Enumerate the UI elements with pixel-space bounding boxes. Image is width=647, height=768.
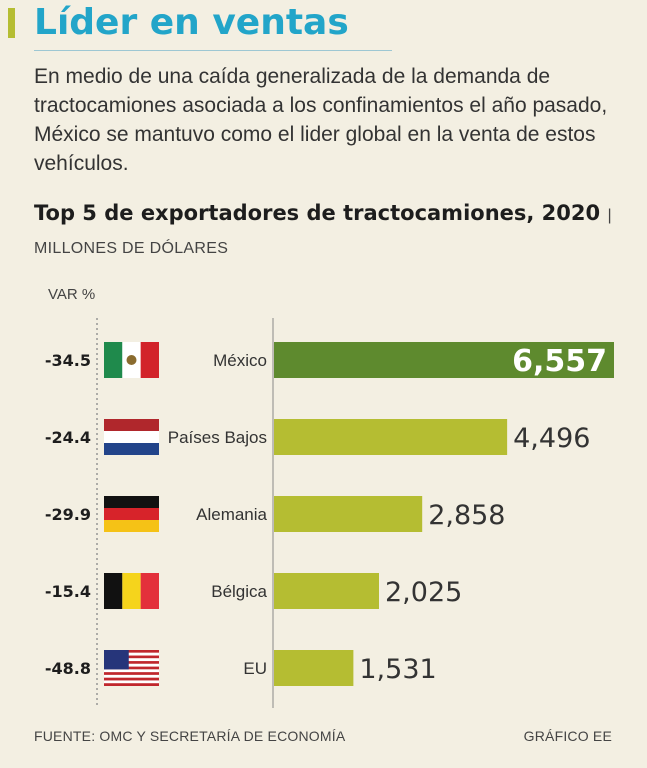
bar [274,342,614,378]
netherlands-flag-icon [104,419,159,455]
intro-paragraph: En medio de una caída generalizada de la… [34,65,608,175]
belgium-flag-icon [104,573,159,609]
germany-flag-icon [104,496,159,532]
var-pct-label: -24.4 [45,428,91,447]
category-label: Alemania [196,505,267,524]
var-pct-label: -48.8 [45,659,91,678]
title-divider [34,50,392,51]
data-label: 6,557 [512,344,607,379]
chart-unit-label: MILLONES DE DÓLARES [34,240,229,257]
chart-unit-separator: | [607,207,612,224]
chart-title: Top 5 de exportadores de tractocamiones,… [34,198,634,264]
chart-title-text: Top 5 de exportadores de tractocamiones,… [34,201,601,225]
source-note: FUENTE: OMC Y SECRETARÍA DE ECONOMÍA [34,728,346,744]
var-pct-label: -34.5 [45,351,91,370]
page-title: Líder en ventas [34,2,349,43]
category-label: México [213,351,267,370]
bar [274,650,354,686]
mexico-flag-icon [104,342,159,378]
data-label: 2,858 [428,500,505,531]
data-label: 4,496 [513,423,590,454]
graphic-credit: GRÁFICO EE [523,728,612,744]
data-label: 1,531 [359,654,436,685]
bar [274,419,508,455]
title-accent-bar [8,8,15,38]
bar [274,496,423,532]
category-label: Bélgica [211,582,267,601]
bar [274,573,380,609]
var-header: VAR % [48,286,96,303]
category-label: EU [243,659,267,678]
var-pct-label: -15.4 [45,582,91,601]
category-label: Países Bajos [168,428,267,447]
usa-flag-icon [104,650,159,686]
data-label: 2,025 [385,577,462,608]
var-pct-label: -29.9 [45,505,91,524]
